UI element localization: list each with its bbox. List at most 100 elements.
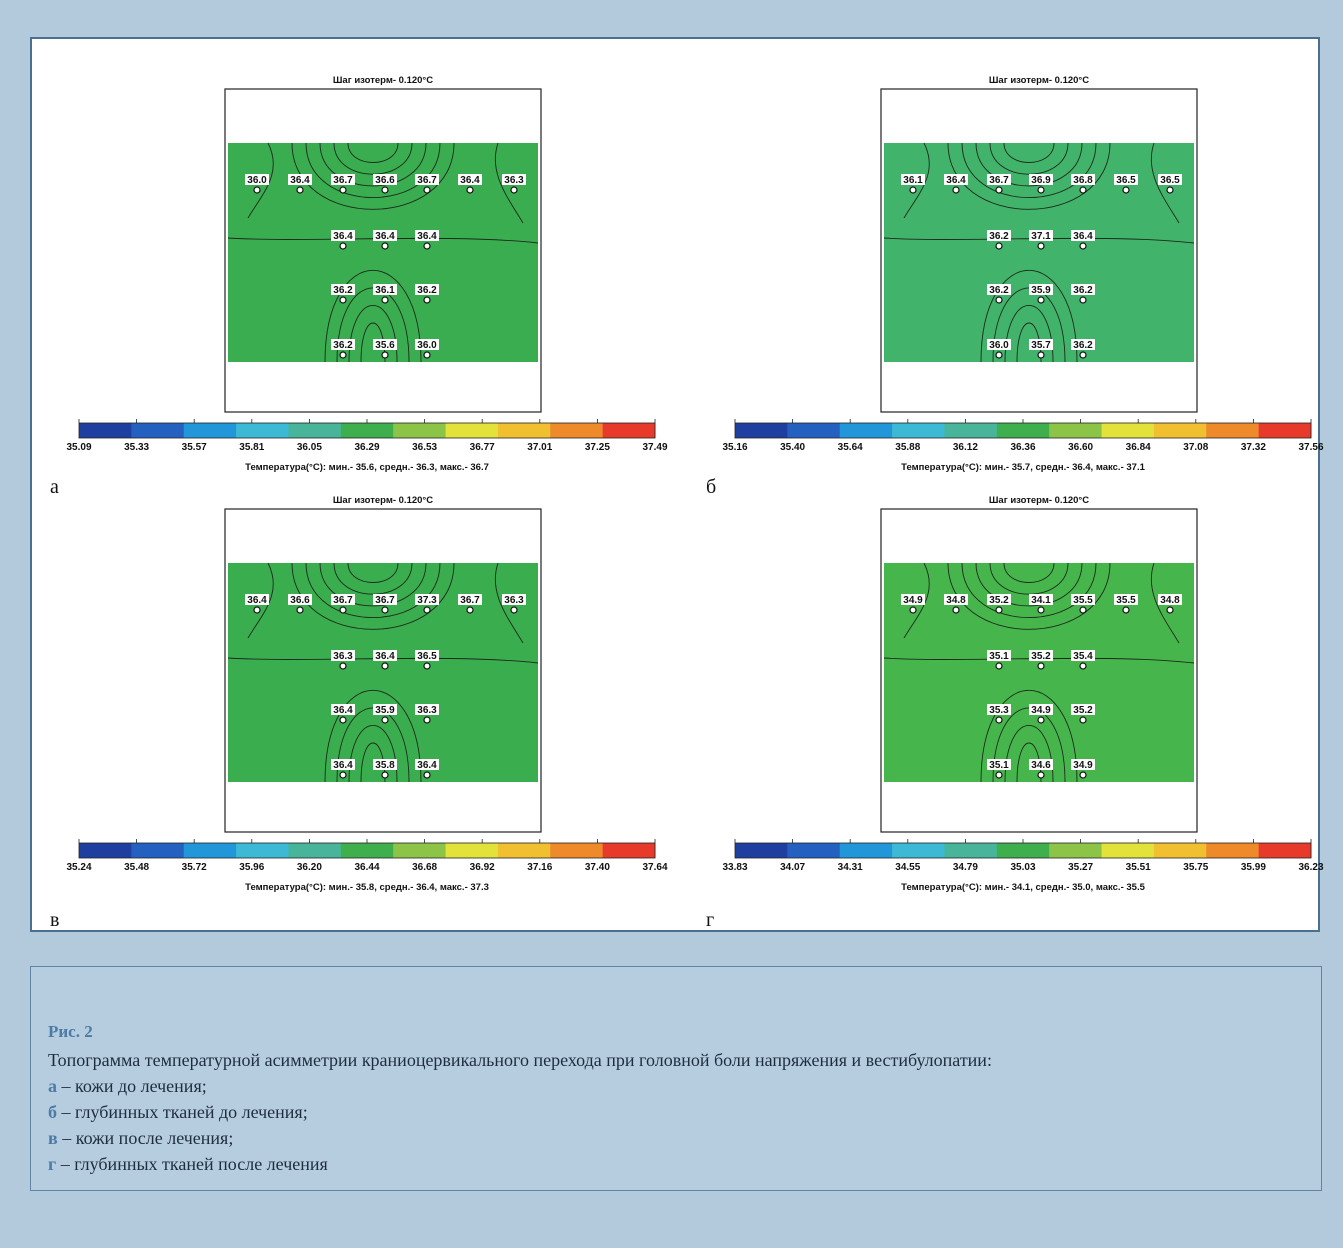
colorbar-swatch: [340, 423, 394, 438]
colorbar-tick-label: 35.88: [895, 442, 920, 453]
colorbar-tick-label: 33.83: [722, 862, 747, 873]
point-value: 37.3: [417, 595, 437, 606]
measurement-point: 34.9: [1029, 704, 1053, 724]
colorbar-swatch: [1153, 423, 1207, 438]
point-value: 35.2: [989, 595, 1009, 606]
colorbar-tick-label: 35.03: [1010, 862, 1035, 873]
colorbar-tick-label: 34.79: [953, 862, 978, 873]
colorbar-swatch: [1258, 423, 1312, 438]
point-value: 35.9: [375, 705, 395, 716]
point-marker: [995, 662, 1003, 670]
point-value: 34.8: [946, 595, 966, 606]
point-label-bg: [1071, 704, 1095, 715]
point-marker: [423, 606, 431, 614]
point-label-bg: [373, 339, 397, 350]
isotherm-line: [1150, 562, 1180, 644]
colorbar-swatch: [1101, 843, 1155, 858]
point-marker: [339, 606, 347, 614]
point-label-bg: [987, 594, 1011, 605]
measurement-point: 36.7: [458, 594, 482, 614]
point-marker: [423, 716, 431, 724]
point-label-bg: [331, 594, 355, 605]
point-value: 36.7: [460, 595, 480, 606]
caption-item-text: – кожи до лечения;: [57, 1076, 207, 1096]
colorbar-tick-label: 36.20: [297, 862, 322, 873]
point-marker: [1079, 771, 1087, 779]
point-label-bg: [1114, 594, 1138, 605]
point-label-bg: [1029, 339, 1053, 350]
colorbar-tick-label: 35.48: [124, 862, 149, 873]
point-marker: [466, 186, 474, 194]
caption-item-letter: в: [48, 1128, 58, 1148]
caption-item-letter: б: [48, 1102, 57, 1122]
point-value: 36.7: [989, 175, 1009, 186]
thermogram-panel-c: Шаг изотерм- 0.120°C 36.4 36.6 36.7 36.7 37.3…: [48, 494, 678, 934]
point-marker: [1079, 296, 1087, 304]
point-label-bg: [245, 174, 269, 185]
isotherm-line: [1003, 142, 1055, 163]
colorbar-swatch: [1049, 423, 1103, 438]
colorbar: 33.83 34.07 34.31 34.55 34.79 35.03 35.27 35.51…: [722, 839, 1324, 873]
point-marker: [253, 606, 261, 614]
point-value: 35.2: [1073, 705, 1093, 716]
measurement-point: 36.8: [1071, 174, 1095, 194]
point-label-bg: [331, 339, 355, 350]
point-value: 36.2: [333, 285, 353, 296]
measurement-point: 35.5: [1071, 594, 1095, 614]
point-marker: [909, 606, 917, 614]
point-value: 36.7: [375, 595, 395, 606]
point-marker: [1079, 242, 1087, 250]
point-label-bg: [373, 230, 397, 241]
measurement-point: 36.2: [1071, 339, 1095, 359]
measurement-point: 36.6: [373, 174, 397, 194]
caption-item-letter: г: [48, 1154, 57, 1174]
colorbar-swatch: [996, 843, 1050, 858]
colorbar-swatch: [839, 843, 893, 858]
colorbar-swatch: [1258, 843, 1312, 858]
measurement-point: 36.4: [458, 174, 482, 194]
point-marker: [1037, 242, 1045, 250]
point-value: 36.4: [375, 231, 395, 242]
point-marker: [1037, 662, 1045, 670]
point-value: 36.5: [417, 651, 437, 662]
point-value: 36.0: [989, 340, 1009, 351]
caption-item-text: – глубинных тканей до лечения;: [57, 1102, 308, 1122]
colorbar-tick-label: 35.24: [66, 862, 91, 873]
measurement-point: 35.3: [987, 704, 1011, 724]
point-label-bg: [1071, 284, 1095, 295]
point-label-bg: [944, 174, 968, 185]
point-marker: [381, 242, 389, 250]
point-marker: [296, 186, 304, 194]
point-value: 36.2: [989, 285, 1009, 296]
point-label-bg: [415, 594, 439, 605]
colorbar-swatch: [602, 843, 656, 858]
point-label-bg: [987, 174, 1011, 185]
colorbar-tick-label: 36.05: [297, 442, 322, 453]
thermogram-svg: Шаг изотерм- 0.120°C 36.1 36.4 36.7 36.9 36.8…: [722, 75, 1323, 473]
point-label-bg: [331, 759, 355, 770]
point-marker: [995, 242, 1003, 250]
point-label-bg: [1029, 174, 1053, 185]
isotherm-line: [305, 142, 441, 198]
isotherm-line: [319, 562, 427, 607]
point-marker: [1037, 771, 1045, 779]
point-value: 37.1: [1031, 231, 1051, 242]
colorbar-tick-label: 35.40: [780, 442, 805, 453]
point-value: 34.9: [903, 595, 923, 606]
point-marker: [510, 186, 518, 194]
point-label-bg: [415, 174, 439, 185]
point-value: 36.4: [290, 175, 310, 186]
isotherm-line: [324, 270, 422, 363]
point-label-bg: [373, 650, 397, 661]
colorbar-swatch: [131, 843, 185, 858]
temperature-stats: Температура(°C): мин.- 35.8, средн.- 36.…: [245, 882, 489, 893]
caption-item-text: – глубинных тканей после лечения: [56, 1154, 328, 1174]
colorbar-swatch: [445, 423, 499, 438]
measurement-point: 36.4: [331, 759, 355, 779]
measurement-point: 36.4: [944, 174, 968, 194]
point-marker: [339, 351, 347, 359]
point-value: 34.1: [1031, 595, 1051, 606]
isotherm-line: [247, 142, 274, 219]
thermogram-svg: Шаг изотерм- 0.120°C 36.0 36.4 36.7 36.6 36.7…: [66, 75, 667, 473]
isotherm-step-title: Шаг изотерм- 0.120°C: [989, 75, 1089, 86]
